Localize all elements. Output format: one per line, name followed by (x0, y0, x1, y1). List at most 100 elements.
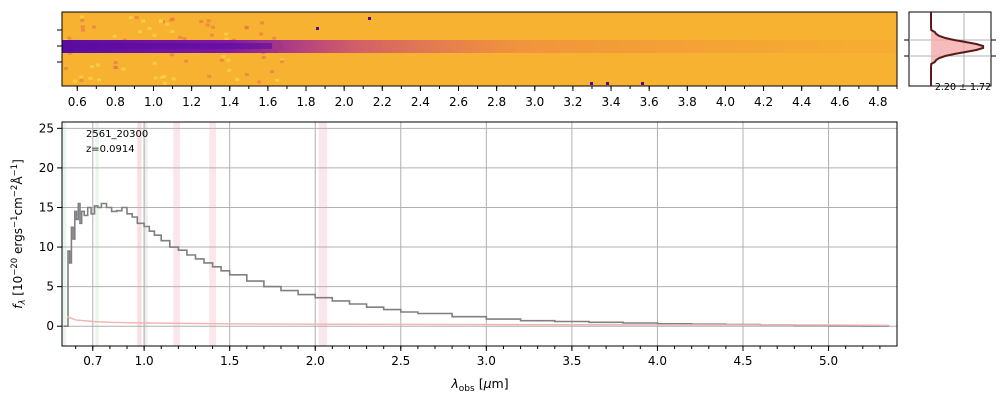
x-tick-label: 2.0 (306, 354, 325, 368)
noise-pixel (80, 28, 85, 32)
noise-pixel (141, 19, 146, 23)
shaded-band (318, 122, 328, 346)
profile-fill (931, 12, 984, 86)
x-tick-label-2d: 3.2 (563, 95, 582, 109)
noise-pixel (158, 19, 163, 23)
noise-pixel (184, 59, 189, 63)
noise-pixel (171, 77, 176, 81)
series-flux (63, 202, 890, 327)
shaded-band (137, 122, 142, 346)
x-tick-label-2d: 0.6 (68, 95, 87, 109)
noise-pixel (226, 58, 231, 62)
noise-pixel (95, 63, 100, 67)
noise-pixel (162, 81, 167, 85)
x-tick-label-2d: 1.4 (220, 95, 239, 109)
noise-pixel (113, 65, 118, 69)
noise-pixel (67, 36, 72, 40)
x-tick-label-2d: 3.8 (678, 95, 697, 109)
noise-pixel (205, 23, 210, 27)
x-tick-label: 5.0 (819, 354, 838, 368)
noise-pixel (79, 15, 84, 19)
noise-pixel (169, 18, 174, 22)
noise-pixel (80, 25, 85, 29)
noise-pixel (97, 78, 102, 82)
noise-pixel (279, 60, 284, 64)
noise-pixel (147, 26, 152, 30)
grid (62, 122, 897, 346)
x-tick-label: 0.7 (83, 354, 102, 368)
y-tick-label: 10 (39, 240, 54, 254)
x-tick-label: 1.0 (135, 354, 154, 368)
noise-pixel (221, 55, 226, 59)
x-tick-label-2d: 1.8 (296, 95, 315, 109)
noise-pixel (275, 78, 280, 82)
noise-pixel (235, 78, 240, 82)
noise-pixel (170, 30, 175, 34)
annotation-id: 2561_20300 (86, 129, 148, 140)
x-tick-label-2d: 4.0 (716, 95, 735, 109)
noise-pixel (227, 68, 232, 72)
noise-pixel (113, 61, 118, 65)
noise-pixel (153, 76, 158, 80)
shaded-band (209, 122, 216, 346)
noise-pixel (152, 33, 157, 37)
noise-pixel (272, 36, 277, 40)
x-axis-label: λobs [μm] (450, 376, 508, 394)
x-tick-label-2d: 2.8 (487, 95, 506, 109)
shaded-bands (62, 122, 328, 346)
x-tick-label-2d: 3.0 (525, 95, 544, 109)
x-tick-label: 3.5 (562, 354, 581, 368)
x-tick-label-2d: 3.4 (601, 95, 620, 109)
x-tick-label-2d: 4.8 (868, 95, 887, 109)
x-tick-label-2d: 4.2 (754, 95, 773, 109)
noise-pixel (73, 79, 78, 83)
shaded-band (95, 122, 99, 346)
hot-pixel (606, 82, 609, 85)
x-tick-label-2d: 1.6 (258, 95, 277, 109)
hot-pixel (316, 27, 319, 30)
noise-pixel (121, 67, 126, 71)
noise-pixel (162, 75, 167, 79)
shaded-band (173, 122, 181, 346)
x-tick-label-2d: 3.6 (640, 95, 659, 109)
noise-pixel (206, 19, 211, 23)
noise-pixel (259, 32, 264, 36)
noise-pixel (134, 15, 139, 19)
noise-pixel (161, 20, 166, 24)
noise-pixel (92, 25, 97, 29)
y-tick-label: 5 (46, 280, 54, 294)
spectrum-2d-panel: 0.6 0.8 1.0 1.2 1.4 1.6 1.8 2.0 2.2 2.4 2.6 2.8 3.0 3… (57, 11, 898, 109)
x-tick-label-2d: 2.4 (411, 95, 430, 109)
spectrum-2d-trace-core (62, 43, 272, 49)
noise-pixel (270, 70, 275, 74)
x-tick-label-2d: 0.8 (106, 95, 125, 109)
noise-pixel (178, 36, 183, 40)
noise-pixel (169, 53, 174, 57)
noise-pixel (112, 34, 117, 38)
profile-label: 2.20 ± 1.72 (935, 82, 991, 93)
y-axis: 0 5 10 15 20 25 (39, 121, 62, 333)
noise-pixel (63, 66, 68, 70)
noise-pixel (182, 37, 187, 41)
annotation-redshift: z=0.0914 (86, 144, 135, 155)
noise-pixel (279, 58, 284, 62)
y-tick-label: 20 (39, 161, 54, 175)
noise-pixel (68, 51, 73, 55)
spectrum-1d-panel: 0.7 1.0 1.5 2.0 2.5 3.0 3.5 4.0 4.5 5.0 0 5 10 15 20 2… (10, 121, 898, 394)
series-error (66, 316, 889, 326)
noise-pixel (152, 61, 157, 65)
noise-pixel (89, 64, 94, 68)
x-tick-label-2d: 1.2 (182, 95, 201, 109)
profile-panel: 2.20 ± 1.72 (904, 11, 996, 93)
noise-pixel (209, 33, 214, 37)
profile-frame (908, 11, 992, 87)
noise-pixel (88, 76, 93, 80)
noise-pixel (244, 73, 249, 77)
hot-pixel (590, 82, 593, 85)
x-tick-label: 4.5 (733, 354, 752, 368)
x-tick-label-2d: 2.0 (335, 95, 354, 109)
y-tick-label: 15 (39, 200, 54, 214)
noise-pixel (219, 58, 224, 62)
noise-pixel (260, 21, 265, 25)
x-tick-label: 2.5 (391, 354, 410, 368)
